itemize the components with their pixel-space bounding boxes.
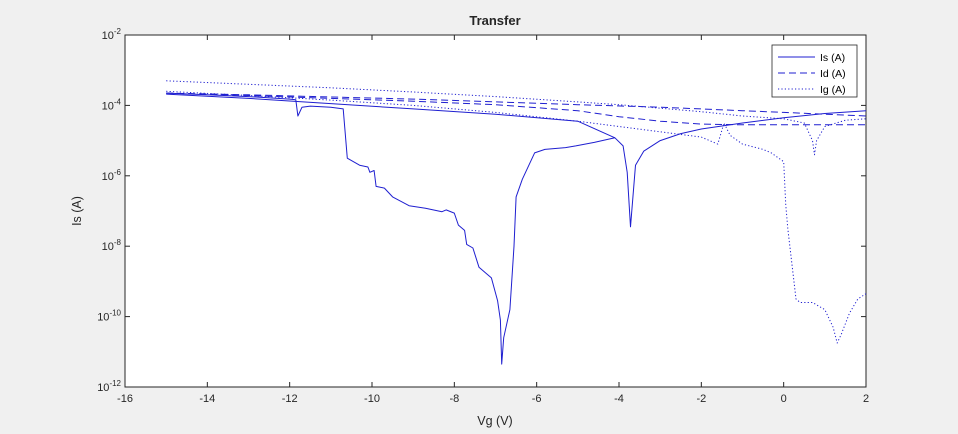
x-tick-label: -8 bbox=[449, 393, 459, 405]
x-tick-label: -10 bbox=[364, 393, 380, 405]
series-isa-line-2 bbox=[166, 93, 616, 139]
y-tick-label: 10-12 bbox=[97, 379, 121, 394]
x-tick-label: -16 bbox=[117, 393, 133, 405]
plot-area bbox=[124, 34, 867, 388]
y-tick-power: -2 bbox=[114, 27, 122, 36]
x-tick-label: 2 bbox=[863, 393, 869, 405]
series-iga-line-2 bbox=[166, 90, 867, 344]
y-tick-base: 10 bbox=[102, 30, 114, 42]
y-tick-base: 10 bbox=[102, 100, 114, 112]
x-tick-label: -2 bbox=[696, 393, 706, 405]
legend-label-isa: Is (A) bbox=[820, 52, 845, 64]
series-ida-line-1 bbox=[166, 92, 867, 117]
y-tick-label: 10-8 bbox=[102, 238, 122, 253]
legend-box bbox=[771, 44, 858, 98]
y-tick-base: 10 bbox=[97, 382, 109, 394]
chart-title: Transfer bbox=[469, 13, 520, 28]
y-tick-label: 10-4 bbox=[102, 97, 122, 112]
legend-label-ida: Id (A) bbox=[820, 68, 846, 80]
y-tick-power: -12 bbox=[109, 379, 121, 388]
y-tick-power: -10 bbox=[109, 309, 121, 318]
series-ida-line-2 bbox=[166, 92, 866, 126]
legend: Is (A) Id (A) Ig (A) bbox=[771, 44, 858, 98]
y-tick-label: 10-10 bbox=[97, 309, 121, 324]
x-tick-label: 0 bbox=[781, 393, 787, 405]
y-axis-label: Is (A) bbox=[70, 196, 84, 226]
y-tick-base: 10 bbox=[102, 241, 114, 253]
series-isa-line-1 bbox=[166, 92, 867, 365]
legend-label-iga: Ig (A) bbox=[820, 84, 846, 96]
y-tick-power: -4 bbox=[114, 97, 122, 106]
y-tick-power: -8 bbox=[114, 238, 122, 247]
x-axis: -16 -14 -12 -10 -8 -6 -4 -2 0 2 bbox=[117, 35, 869, 405]
x-tick-label: -12 bbox=[282, 393, 298, 405]
x-axis-label: Vg (V) bbox=[477, 414, 512, 428]
y-tick-label: 10-6 bbox=[102, 168, 122, 183]
y-tick-base: 10 bbox=[102, 171, 114, 183]
x-tick-label: -6 bbox=[532, 393, 542, 405]
x-tick-label: -4 bbox=[614, 393, 624, 405]
y-tick-label: 10-2 bbox=[102, 27, 122, 42]
x-tick-label: -14 bbox=[199, 393, 215, 405]
y-tick-base: 10 bbox=[97, 312, 109, 324]
series-iga-line-1 bbox=[166, 80, 867, 156]
series-layer bbox=[166, 80, 867, 365]
y-tick-power: -6 bbox=[114, 168, 122, 177]
